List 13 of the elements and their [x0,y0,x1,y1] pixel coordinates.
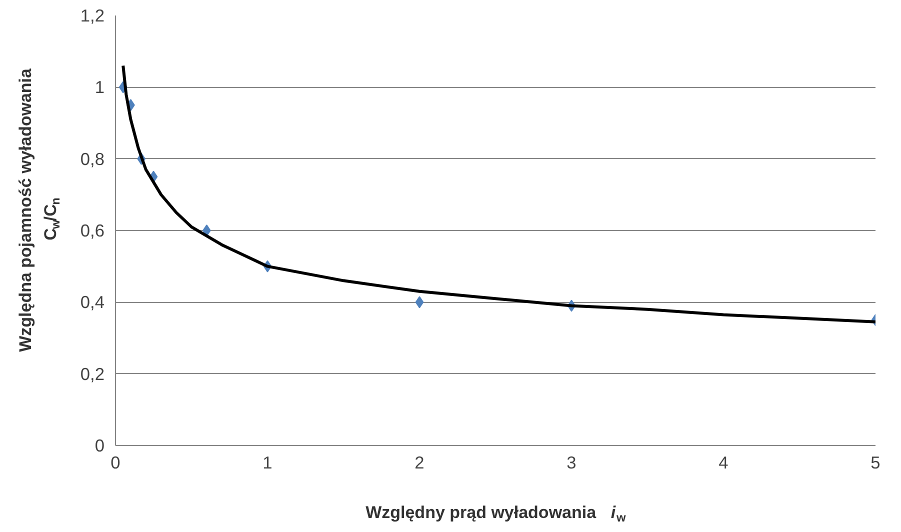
x-tick-label: 3 [566,452,576,472]
y-tick-label: 0 [94,436,105,456]
x-tick-label: 2 [414,452,424,472]
y-tick-label: 0,4 [80,292,105,312]
y-tick-label: 0,6 [80,220,105,240]
x-tick-label: 0 [110,452,120,472]
x-tick-label: 1 [262,452,272,472]
x-tick-label: 4 [718,452,729,472]
y-tick-label: 1,2 [80,6,105,26]
y-tick-label: 0,8 [80,148,105,169]
y-tick-label: 1 [94,77,105,98]
y-tick-label: 0,2 [80,364,105,384]
x-tick-label: 5 [870,452,880,472]
